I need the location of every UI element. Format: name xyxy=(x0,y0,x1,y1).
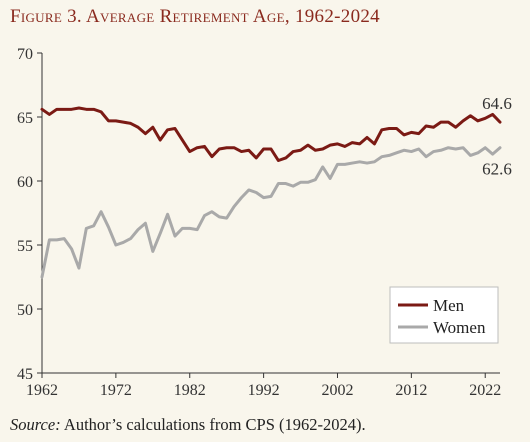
x-tick-label: 2022 xyxy=(469,382,501,399)
source-note: Source: Author’s calculations from CPS (… xyxy=(10,415,366,435)
legend-box xyxy=(389,286,499,344)
y-tick-label: 65 xyxy=(17,110,33,127)
x-tick-label: 1972 xyxy=(100,382,132,399)
y-tick-label: 55 xyxy=(17,238,33,255)
y-tick-label: 50 xyxy=(17,302,33,319)
end-labels: 64.6 62.6 xyxy=(482,94,512,179)
y-tick-label: 60 xyxy=(17,174,33,191)
x-tick-label: 1982 xyxy=(174,382,206,399)
end-label-men: 64.6 xyxy=(482,94,512,113)
series-line-men xyxy=(40,106,502,163)
source-label: Source: xyxy=(10,415,61,434)
series-line-women xyxy=(40,146,502,279)
legend-label-men: Men xyxy=(433,296,465,315)
x-tick-label: 1962 xyxy=(26,382,58,399)
series-layer xyxy=(40,106,502,279)
source-text: Author’s calculations from CPS (1962-202… xyxy=(63,415,366,434)
x-tick-label: 2012 xyxy=(395,382,427,399)
axes: 45 50 55 60 65 70 1962 1972 1982 1992 2002 2012 2022 xyxy=(17,46,501,399)
y-tick-label: 45 xyxy=(17,366,33,383)
x-tick-label: 2002 xyxy=(321,382,353,399)
x-tick-label: 1992 xyxy=(248,382,280,399)
legend: Men Women xyxy=(389,286,499,344)
y-tick-label: 70 xyxy=(17,46,33,63)
legend-label-women: Women xyxy=(433,318,486,337)
end-label-women: 62.6 xyxy=(482,160,512,179)
chart-title: Figure 3. Average Retirement Age, 1962-2… xyxy=(10,6,380,27)
